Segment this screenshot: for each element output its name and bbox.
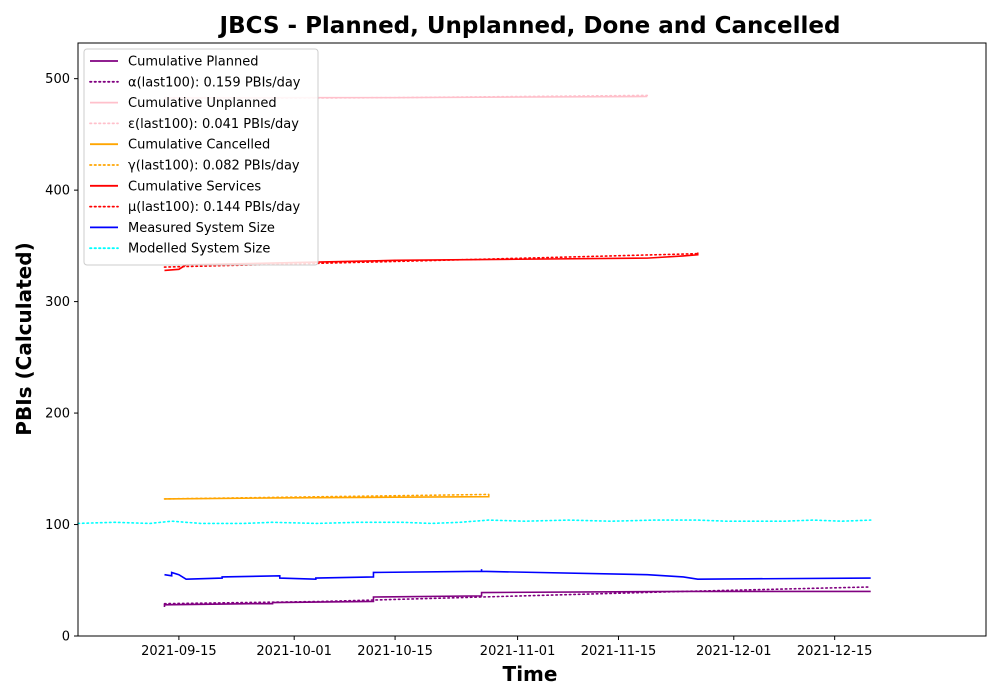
- y-tick-label: 500: [45, 72, 70, 87]
- legend: Cumulative Planned α(last100): 0.159 PBIs…: [83, 48, 319, 266]
- x-tick-label: 2021-11-15: [581, 644, 657, 659]
- legend-entry-label: ε(last100): 0.041 PBIs/day: [128, 117, 299, 132]
- y-tick-label: 300: [45, 295, 70, 310]
- legend-entry-label: γ(last100): 0.082 PBIs/day: [128, 159, 300, 174]
- series-line-5: [163, 493, 490, 500]
- series-line-9: [77, 519, 872, 525]
- legend-entry-label: Cumulative Services: [128, 179, 261, 194]
- legend-entry-label: μ(last100): 0.144 PBIs/day: [128, 200, 300, 215]
- x-axis: 2021-09-15 2021-10-01 2021-10-15 2021-11-01…: [141, 636, 872, 659]
- legend-entry-label: Cumulative Planned: [128, 55, 258, 70]
- series-line-8: [164, 569, 871, 580]
- x-tick-label: 2021-09-15: [141, 644, 217, 659]
- y-tick-label: 400: [45, 184, 70, 199]
- y-tick-label: 200: [45, 407, 70, 422]
- legend-box: [83, 48, 319, 266]
- y-tick-label: 0: [62, 630, 70, 645]
- chart-title: JBCS - Planned, Unplanned, Done and Canc…: [218, 13, 841, 39]
- x-tick-label: 2021-12-01: [696, 644, 772, 659]
- x-tick-label: 2021-12-15: [797, 644, 873, 659]
- legend-entry-label: Cumulative Cancelled: [128, 138, 270, 153]
- x-tick-label: 2021-10-01: [256, 644, 332, 659]
- y-axis: 0 100 200 300 400 500: [45, 72, 78, 645]
- x-axis-label: Time: [503, 662, 558, 686]
- y-axis-label: PBIs (Calculated): [12, 242, 36, 435]
- series-line-0: [163, 590, 871, 608]
- x-tick-label: 2021-11-01: [480, 644, 556, 659]
- legend-entry-label: α(last100): 0.159 PBIs/day: [128, 75, 301, 90]
- legend-entry-label: Modelled System Size: [128, 242, 270, 257]
- y-tick-label: 100: [45, 518, 70, 533]
- x-tick-label: 2021-10-15: [357, 644, 433, 659]
- legend-entry-label: Cumulative Unplanned: [128, 96, 277, 111]
- legend-entry-label: Measured System Size: [128, 221, 275, 236]
- plot-frame: [77, 42, 987, 637]
- series-line-1: [163, 586, 872, 605]
